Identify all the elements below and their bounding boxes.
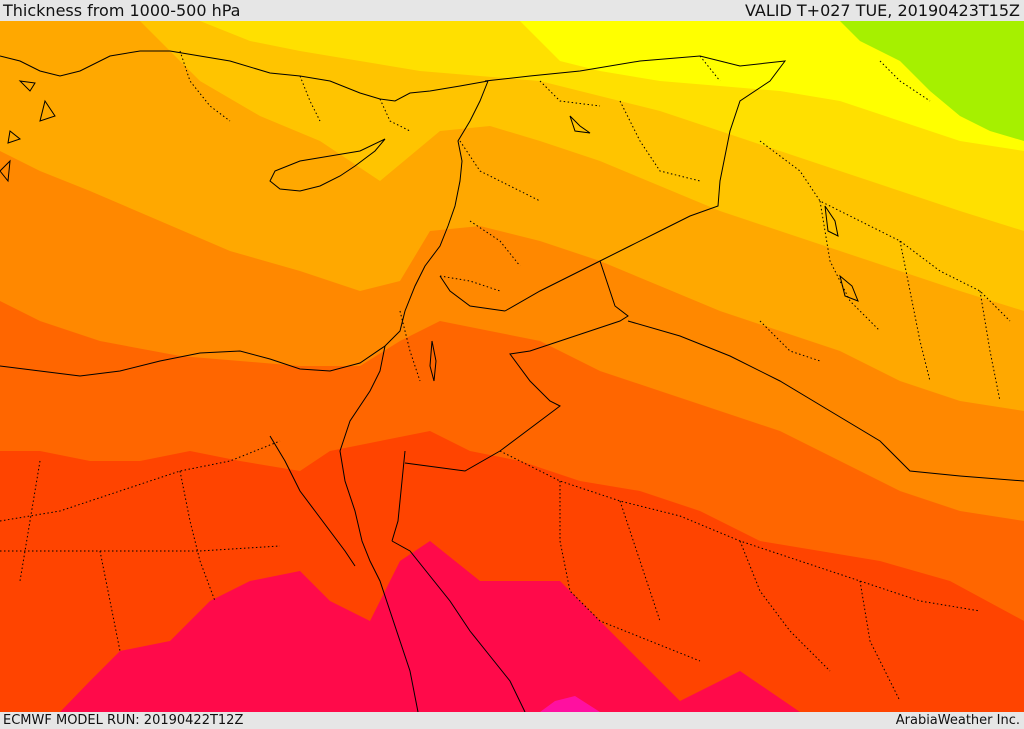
credit: ArabiaWeather Inc. <box>895 713 1020 728</box>
coast-levant <box>0 80 489 377</box>
lake-iraq-1 <box>569 115 591 134</box>
dead-sea <box>429 340 437 382</box>
province-lines-levant <box>399 140 541 382</box>
province-lines-turkey <box>179 50 931 132</box>
thickness-map <box>0 21 1024 712</box>
model-run: ECMWF MODEL RUN: 20190422T12Z <box>3 713 244 728</box>
coast-turkey <box>0 50 489 102</box>
footer-bar: ECMWF MODEL RUN: 20190422T12Z ArabiaWeat… <box>0 712 1024 729</box>
coast-red-sea-east <box>391 540 526 712</box>
lake-iraq-2 <box>824 205 839 237</box>
lake-iraq-3 <box>839 274 859 302</box>
coast-sinai-gulf-suez <box>339 345 419 712</box>
province-lines-iraq <box>619 100 1011 402</box>
border-jordan-iraq-saudi <box>404 260 629 472</box>
province-lines-saudi <box>499 450 981 702</box>
border-saudi-iraq <box>627 320 1024 482</box>
header-bar: Thickness from 1000-500 hPa VALID T+027 … <box>0 0 1024 21</box>
map-title: Thickness from 1000-500 hPa <box>3 1 241 20</box>
cyprus <box>269 138 386 192</box>
coast-gulf-suez-west <box>269 435 356 567</box>
band-9 <box>840 21 1024 141</box>
valid-time: VALID T+027 TUE, 20190423T15Z <box>744 1 1020 20</box>
band-10 <box>540 696 600 712</box>
coast-gulf-aqaba <box>391 450 406 542</box>
aegean-islands <box>0 80 56 183</box>
